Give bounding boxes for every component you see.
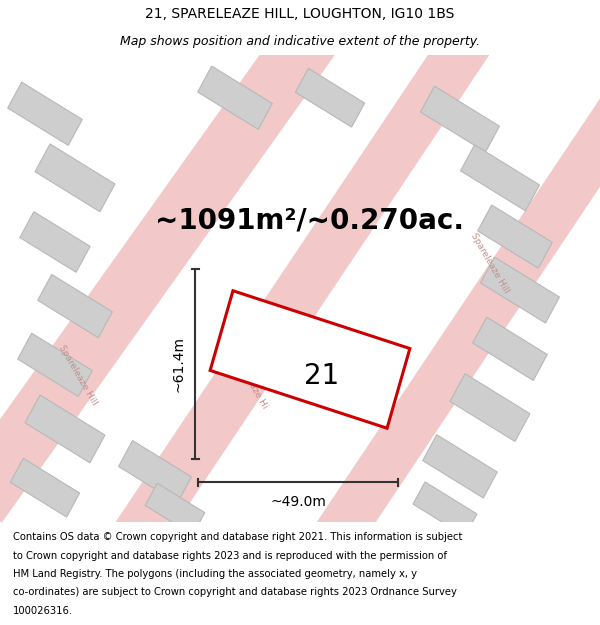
Polygon shape	[295, 68, 365, 127]
Polygon shape	[210, 291, 410, 428]
Polygon shape	[10, 458, 80, 517]
Polygon shape	[197, 66, 272, 129]
Text: HM Land Registry. The polygons (including the associated geometry, namely x, y: HM Land Registry. The polygons (includin…	[13, 569, 417, 579]
Polygon shape	[17, 333, 92, 396]
Polygon shape	[413, 482, 477, 536]
Polygon shape	[310, 8, 600, 561]
Polygon shape	[145, 483, 205, 535]
Polygon shape	[0, 4, 344, 534]
Polygon shape	[8, 82, 82, 146]
Polygon shape	[473, 317, 547, 381]
Text: co-ordinates) are subject to Crown copyright and database rights 2023 Ordnance S: co-ordinates) are subject to Crown copyr…	[13, 588, 457, 598]
Text: to Crown copyright and database rights 2023 and is reproduced with the permissio: to Crown copyright and database rights 2…	[13, 551, 447, 561]
Text: ~1091m²/~0.270ac.: ~1091m²/~0.270ac.	[155, 207, 464, 234]
Polygon shape	[35, 144, 115, 212]
Text: 21: 21	[304, 361, 340, 389]
Text: Map shows position and indicative extent of the property.: Map shows position and indicative extent…	[120, 35, 480, 48]
Text: Spareleaze Hi: Spareleaze Hi	[230, 351, 269, 410]
Text: Spareleaze Hill: Spareleaze Hill	[57, 344, 99, 407]
Polygon shape	[481, 257, 559, 323]
Polygon shape	[461, 145, 539, 211]
Text: ~49.0m: ~49.0m	[270, 494, 326, 509]
Polygon shape	[38, 274, 112, 338]
Polygon shape	[450, 374, 530, 441]
Polygon shape	[478, 205, 553, 268]
Polygon shape	[422, 434, 497, 498]
Text: ~61.4m: ~61.4m	[172, 336, 186, 392]
Polygon shape	[119, 441, 191, 503]
Polygon shape	[20, 212, 90, 272]
Text: Spareleaze Hill: Spareleaze Hill	[469, 232, 511, 295]
Polygon shape	[110, 8, 500, 562]
Polygon shape	[421, 86, 499, 152]
Text: Contains OS data © Crown copyright and database right 2021. This information is : Contains OS data © Crown copyright and d…	[13, 532, 463, 542]
Text: 21, SPARELEAZE HILL, LOUGHTON, IG10 1BS: 21, SPARELEAZE HILL, LOUGHTON, IG10 1BS	[145, 7, 455, 21]
Polygon shape	[25, 395, 105, 463]
Text: 100026316.: 100026316.	[13, 606, 73, 616]
